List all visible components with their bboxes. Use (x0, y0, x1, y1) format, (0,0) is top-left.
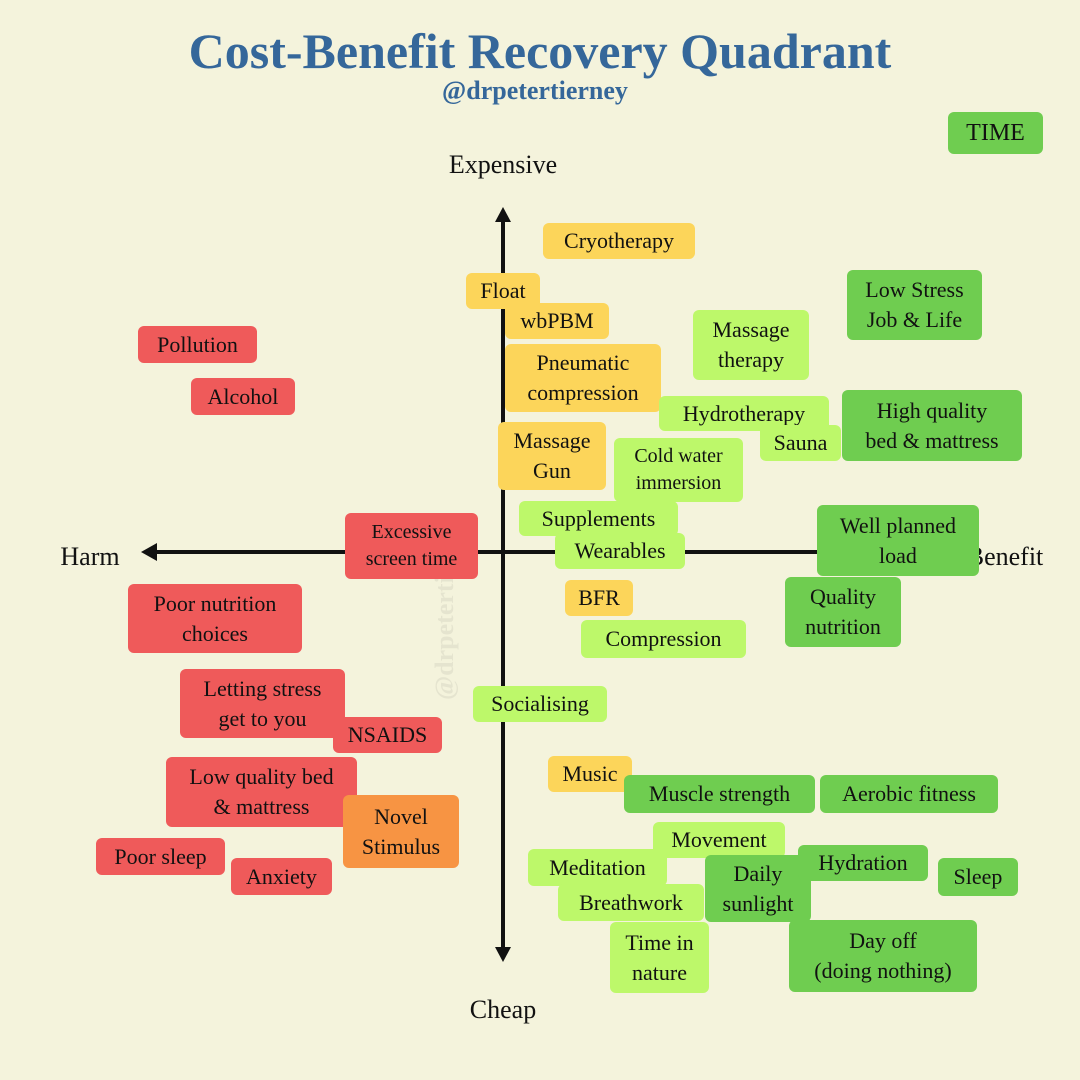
arrowhead (495, 947, 511, 962)
recovery-item: Movement (653, 822, 785, 858)
recovery-item: Quality nutrition (785, 577, 901, 647)
recovery-item: Wearables (555, 533, 685, 569)
recovery-item: Cold water immersion (614, 438, 743, 502)
axis-label: Cheap (469, 995, 537, 1024)
recovery-item: Sleep (938, 858, 1018, 896)
recovery-item: Hydration (798, 845, 928, 881)
recovery-item: Low Stress Job & Life (847, 270, 982, 340)
recovery-item: Music (548, 756, 632, 792)
recovery-item: Sauna (760, 425, 841, 461)
recovery-item: Meditation (528, 849, 667, 886)
recovery-item: Hydrotherapy (659, 396, 829, 431)
axis-label: Harm (60, 542, 120, 571)
recovery-item: Massage therapy (693, 310, 809, 380)
recovery-item: Low quality bed & mattress (166, 757, 357, 827)
recovery-item: High quality bed & mattress (842, 390, 1022, 461)
recovery-item: NSAIDS (333, 717, 442, 753)
recovery-item: TIME (948, 112, 1043, 154)
recovery-item: Breathwork (558, 884, 704, 921)
recovery-item: Supplements (519, 501, 678, 536)
recovery-item: Socialising (473, 686, 607, 722)
recovery-item: Float (466, 273, 540, 309)
arrowhead (495, 207, 511, 222)
recovery-item: Letting stress get to you (180, 669, 345, 738)
recovery-item: Day off (doing nothing) (789, 920, 977, 992)
recovery-item: Pneumatic compression (505, 344, 661, 412)
recovery-item: wbPBM (505, 303, 609, 339)
recovery-item: Novel Stimulus (343, 795, 459, 868)
recovery-item: Poor sleep (96, 838, 225, 875)
recovery-item: Well planned load (817, 505, 979, 576)
recovery-item: Aerobic fitness (820, 775, 998, 813)
title: Cost-Benefit Recovery Quadrant (188, 23, 892, 79)
subtitle: @drpetertierney (442, 76, 628, 105)
recovery-item: Alcohol (191, 378, 295, 415)
recovery-item: Compression (581, 620, 746, 658)
arrowhead (141, 543, 157, 561)
recovery-item: Daily sunlight (705, 855, 811, 922)
recovery-item: Muscle strength (624, 775, 815, 813)
recovery-item: BFR (565, 580, 633, 616)
recovery-item: Pollution (138, 326, 257, 363)
recovery-item: Excessive screen time (345, 513, 478, 579)
axis-label: Benefit (966, 542, 1044, 571)
recovery-item: Massage Gun (498, 422, 606, 490)
recovery-item: Cryotherapy (543, 223, 695, 259)
recovery-item: Time in nature (610, 922, 709, 993)
recovery-item: Anxiety (231, 858, 332, 895)
recovery-item: Poor nutrition choices (128, 584, 302, 653)
axis-label: Expensive (448, 150, 558, 179)
